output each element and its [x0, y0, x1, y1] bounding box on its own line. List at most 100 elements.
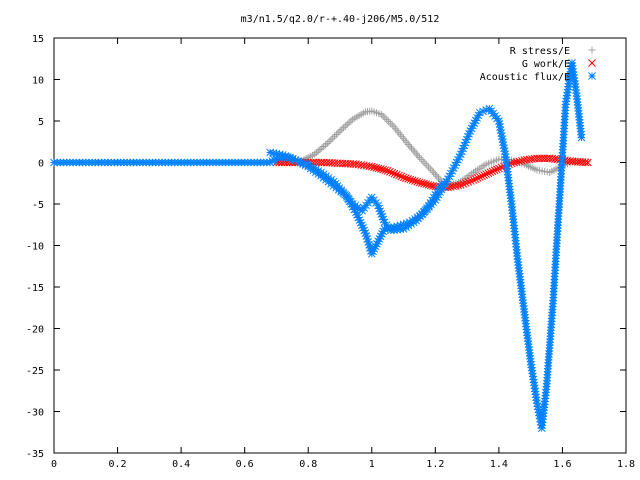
data-point [312, 149, 320, 157]
x-tick-label: 1.4 [490, 459, 508, 470]
data-point [318, 144, 326, 152]
legend: R stress/E G work/E Acoustic flux/E [480, 46, 596, 83]
chart-title: m3/n1.5/q2.0/r-+.40-j206/M5.0/512 [241, 14, 440, 25]
data-point [372, 163, 381, 172]
data-point [343, 120, 351, 128]
data-point [338, 125, 346, 133]
data-point [581, 158, 590, 167]
data-point [381, 114, 389, 122]
data-point [461, 179, 470, 187]
data-point [388, 121, 396, 129]
data-point [467, 177, 475, 185]
data-point [374, 164, 383, 173]
data-point [512, 158, 521, 166]
data-point [404, 175, 412, 183]
data-point [478, 172, 486, 180]
data-point [406, 175, 415, 184]
legend-label: R stress/E [510, 46, 570, 57]
data-point [456, 181, 465, 189]
data-point [332, 131, 340, 139]
data-point [345, 119, 353, 127]
data-point [386, 119, 394, 127]
data-point [311, 150, 319, 158]
data-point [469, 121, 477, 130]
data-point [413, 177, 422, 186]
data-point [414, 152, 422, 160]
y-tick-label: -15 [26, 283, 44, 294]
data-point [411, 148, 419, 156]
data-point [412, 150, 420, 158]
data-point [480, 171, 488, 179]
data-point [320, 142, 328, 150]
data-point [473, 174, 482, 182]
data-point [484, 169, 493, 178]
x-axis: 0 0.2 0.4 0.6 0.8 1 1.2 1.4 1.6 1.8 [51, 38, 635, 470]
data-point [584, 158, 592, 167]
plot-frame [53, 37, 627, 454]
data-point [488, 167, 497, 176]
data-point [420, 179, 428, 188]
data-point [401, 174, 410, 183]
data-point [433, 172, 441, 180]
legend-label: Acoustic flux/E [480, 72, 570, 83]
data-point [469, 176, 478, 184]
x-tick-label: 1 [369, 459, 375, 470]
data-point [314, 147, 322, 155]
x-tick-label: 0 [51, 459, 57, 470]
data-point [471, 175, 480, 183]
data-point [390, 169, 399, 178]
data-point [415, 178, 424, 187]
data-point [395, 171, 403, 180]
y-tick-label: -20 [26, 325, 44, 336]
y-tick-label: -30 [26, 408, 44, 419]
data-point [327, 136, 335, 144]
data-point [367, 162, 376, 171]
data-point [490, 166, 499, 175]
data-point [370, 163, 378, 172]
y-tick-label: 15 [32, 34, 44, 45]
data-point [365, 241, 373, 249]
data-point [321, 141, 329, 149]
x-tick-label: 1.6 [553, 459, 571, 470]
data-point [433, 188, 441, 197]
data-point [379, 165, 387, 174]
data-point [377, 165, 385, 173]
x-tick-label: 0.2 [109, 459, 127, 470]
data-point [464, 178, 473, 186]
data-point [437, 180, 446, 188]
data-point [417, 179, 426, 187]
data-point [426, 181, 435, 190]
data-point [495, 164, 503, 173]
data-point [421, 159, 429, 167]
data-point [329, 134, 337, 142]
data-point [408, 144, 415, 152]
data-point [406, 142, 414, 150]
data-point [424, 180, 433, 189]
data-point [392, 170, 401, 179]
data-point [399, 173, 408, 182]
series-unnamed [266, 148, 446, 235]
x-tick-label: 0.4 [172, 459, 190, 470]
data-point [430, 169, 438, 177]
data-point [383, 116, 391, 124]
y-tick-label: 0 [38, 159, 44, 170]
data-point [316, 146, 324, 154]
data-point [510, 158, 518, 167]
data-point [341, 122, 349, 130]
data-point [482, 170, 491, 178]
data-point [353, 211, 361, 219]
series-acoustic-flux-e [50, 59, 586, 432]
data-point [492, 165, 501, 174]
data-point [411, 177, 419, 185]
y-tick-label: -10 [26, 242, 44, 253]
data-point [422, 180, 431, 189]
data-point [334, 129, 342, 137]
data-point [386, 167, 394, 176]
plot-series [50, 59, 592, 432]
data-point [588, 72, 596, 80]
x-tick-label: 0.8 [299, 459, 317, 470]
y-tick-label: -5 [32, 200, 44, 211]
data-point [515, 157, 524, 166]
data-point [319, 170, 328, 179]
